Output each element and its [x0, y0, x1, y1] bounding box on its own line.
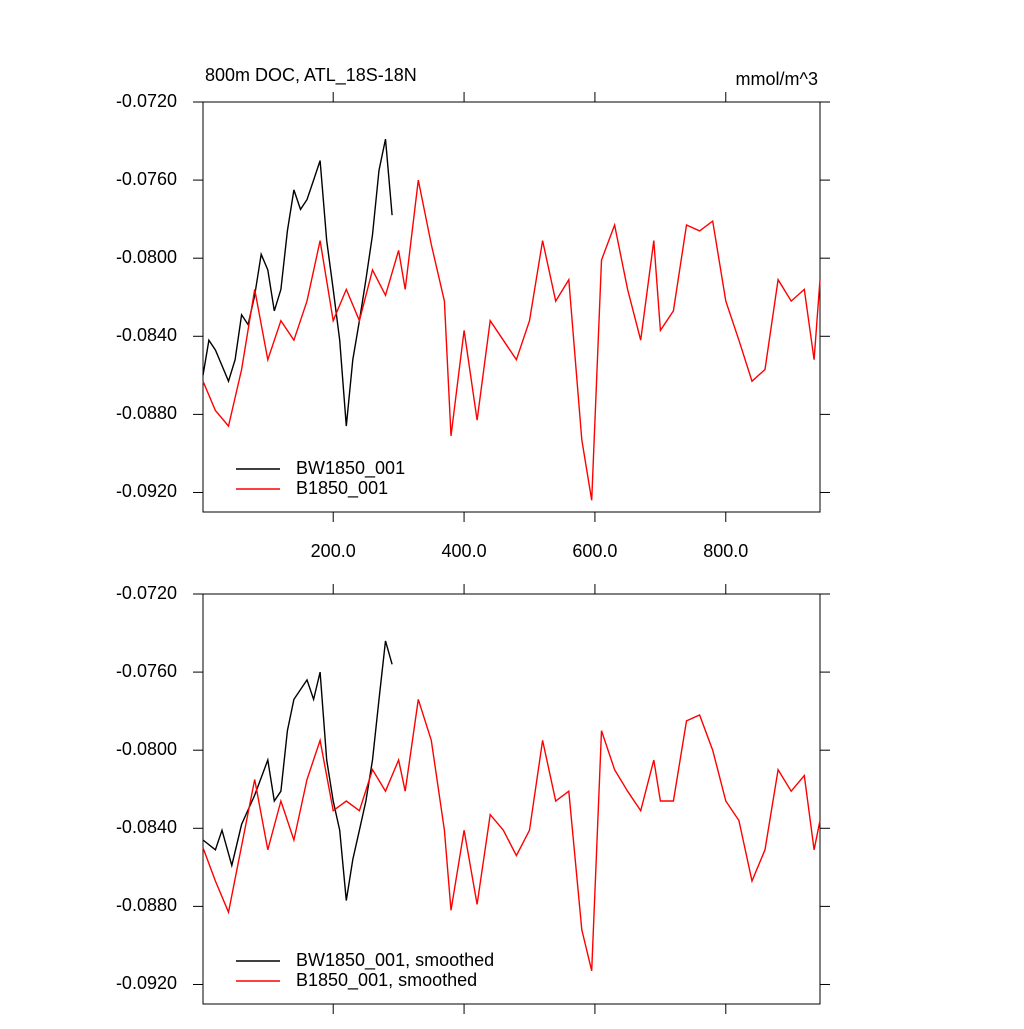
x-tick-label: 800.0 — [703, 541, 748, 561]
y-tick-label: -0.0880 — [116, 895, 177, 915]
y-tick-label: -0.0800 — [116, 247, 177, 267]
y-tick-label: -0.0880 — [116, 403, 177, 423]
plot-frame — [202, 593, 821, 1005]
data-line — [202, 179, 821, 501]
y-tick-label: -0.0760 — [116, 169, 177, 189]
y-tick-label: -0.0760 — [116, 661, 177, 681]
legend-label: B1850_001 — [296, 478, 388, 499]
plot-frame — [202, 101, 821, 513]
x-tick-label: 200.0 — [311, 541, 356, 561]
y-tick-label: -0.0840 — [116, 325, 177, 345]
y-tick-label: -0.0920 — [116, 481, 177, 501]
legend-label: B1850_001, smoothed — [296, 970, 477, 991]
x-tick-label: 600.0 — [572, 541, 617, 561]
data-line — [202, 699, 821, 971]
chart-title: 800m DOC, ATL_18S-18N — [205, 65, 417, 86]
y-tick-label: -0.0720 — [116, 91, 177, 111]
y-tick-label: -0.0800 — [116, 739, 177, 759]
data-line — [202, 640, 393, 901]
legend-label: BW1850_001 — [296, 458, 405, 479]
legend-label: BW1850_001, smoothed — [296, 950, 494, 971]
y-tick-label: -0.0840 — [116, 817, 177, 837]
y-tick-label: -0.0720 — [116, 583, 177, 603]
y-tick-label: -0.0920 — [116, 973, 177, 993]
data-line — [202, 138, 393, 427]
units-label: mmol/m^3 — [736, 69, 818, 89]
x-tick-label: 400.0 — [442, 541, 487, 561]
